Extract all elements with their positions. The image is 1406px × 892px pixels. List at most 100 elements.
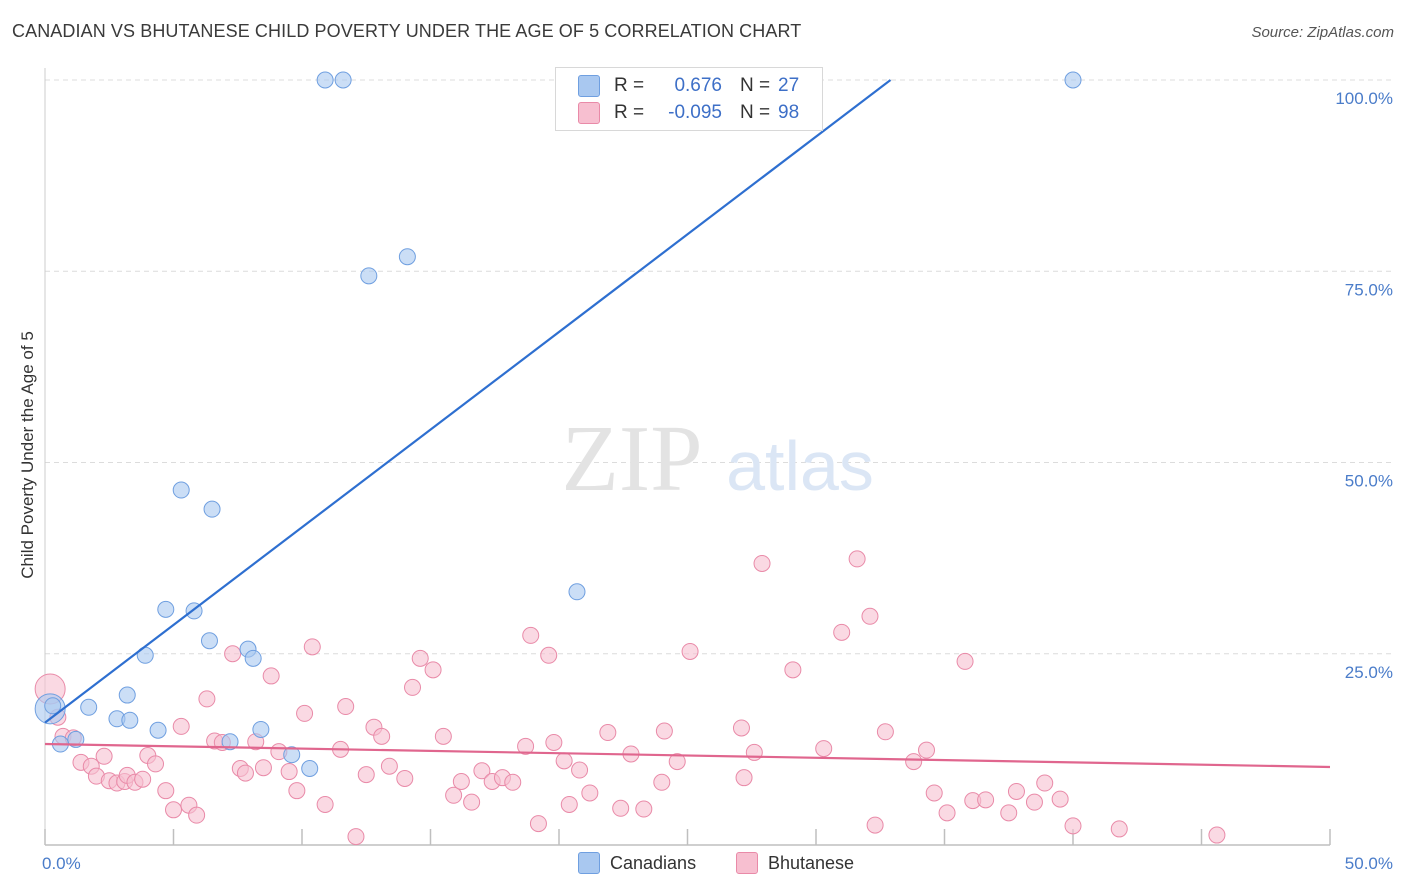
y-tick-label: 50.0% bbox=[1345, 472, 1393, 491]
legend: R = 0.676 N = 27 R = -0.095 N = 98 bbox=[555, 67, 823, 131]
bhutanese-point bbox=[95, 747, 113, 765]
bhutanese-point bbox=[165, 801, 182, 819]
bhutanese-point bbox=[373, 727, 391, 745]
bhutanese-point bbox=[635, 800, 653, 818]
canadians-point bbox=[568, 583, 586, 601]
canadians-point bbox=[221, 733, 239, 751]
bhutanese-point bbox=[1064, 817, 1082, 835]
canadians-point bbox=[149, 721, 167, 739]
bhutanese-point bbox=[1208, 826, 1226, 844]
legend-swatch-canadians bbox=[578, 75, 600, 97]
legend-r-label: R = bbox=[614, 102, 645, 123]
bottom-legend-label: Canadians bbox=[610, 852, 697, 873]
bhutanese-point bbox=[612, 799, 630, 817]
x-tick-label: 50.0% bbox=[1345, 854, 1393, 873]
canadians-trend-line bbox=[44, 79, 892, 724]
bhutanese-point bbox=[653, 773, 671, 791]
canadians-point bbox=[1064, 71, 1082, 89]
legend-row-bhutanese: R = -0.095 N = 98 bbox=[578, 100, 799, 126]
canadians-point bbox=[200, 632, 218, 650]
bhutanese-point bbox=[452, 773, 470, 791]
bhutanese-point bbox=[434, 727, 452, 745]
bottom-legend: Canadians Bhutanese bbox=[0, 852, 1406, 878]
bhutanese-point bbox=[424, 661, 442, 679]
bhutanese-point bbox=[784, 661, 802, 679]
bhutanese-point bbox=[599, 724, 617, 742]
bhutanese-point bbox=[581, 784, 599, 802]
series-bhutanese bbox=[34, 550, 1226, 846]
bhutanese-point bbox=[925, 784, 943, 802]
bhutanese-point bbox=[977, 791, 995, 809]
bhutanese-point bbox=[288, 782, 306, 800]
canadians-point bbox=[301, 760, 319, 777]
bhutanese-point bbox=[517, 737, 535, 755]
bhutanese-point bbox=[560, 795, 578, 813]
bottom-legend-canadians[interactable]: Canadians bbox=[578, 852, 696, 874]
bhutanese-point bbox=[956, 652, 974, 670]
bhutanese-point bbox=[866, 816, 884, 834]
bhutanese-point bbox=[134, 770, 152, 788]
bottom-legend-label: Bhutanese bbox=[768, 852, 855, 873]
legend-swatch-bhutanese bbox=[578, 102, 600, 124]
bottom-legend-swatch-bhutanese bbox=[736, 852, 758, 874]
bhutanese-point bbox=[655, 722, 673, 740]
bhutanese-point bbox=[254, 759, 272, 777]
bhutanese-point bbox=[445, 786, 463, 804]
canadians-point bbox=[44, 697, 62, 715]
legend-r-label: R = bbox=[614, 75, 645, 96]
bottom-legend-bhutanese[interactable]: Bhutanese bbox=[736, 852, 854, 874]
bhutanese-point bbox=[745, 743, 763, 761]
canadians-point bbox=[398, 248, 416, 266]
tick-labels: 25.0% 50.0% 75.0% 100.0% 0.0% 50.0% bbox=[42, 89, 1393, 873]
bhutanese-point bbox=[188, 806, 206, 824]
bhutanese-point bbox=[555, 752, 573, 770]
bhutanese-point bbox=[876, 723, 894, 741]
bhutanese-point bbox=[522, 626, 540, 644]
bhutanese-point bbox=[571, 761, 589, 779]
bhutanese-point bbox=[1000, 804, 1018, 822]
bhutanese-point bbox=[815, 740, 833, 758]
y-tick-label: 100.0% bbox=[1335, 89, 1393, 108]
bhutanese-point bbox=[681, 642, 699, 660]
bhutanese-point bbox=[404, 678, 422, 696]
legend-n-value: 98 bbox=[778, 102, 800, 123]
bhutanese-point bbox=[1110, 820, 1128, 838]
bhutanese-point bbox=[753, 554, 771, 572]
bhutanese-point bbox=[357, 766, 375, 784]
legend-n-value: 27 bbox=[778, 75, 800, 96]
chart-title: CANADIAN VS BHUTANESE CHILD POVERTY UNDE… bbox=[12, 21, 802, 41]
bhutanese-point bbox=[280, 763, 298, 781]
bhutanese-point bbox=[463, 793, 481, 811]
canadians-point bbox=[244, 649, 262, 667]
bhutanese-point bbox=[198, 690, 216, 708]
bhutanese-point bbox=[1051, 790, 1069, 808]
bhutanese-point bbox=[411, 649, 429, 667]
series-canadians bbox=[34, 71, 1082, 777]
watermark: ZIP atlas bbox=[562, 407, 874, 511]
bhutanese-point bbox=[504, 773, 522, 791]
x-tick-label: 0.0% bbox=[42, 854, 81, 873]
y-tick-label: 75.0% bbox=[1345, 280, 1393, 299]
canadians-point bbox=[316, 71, 334, 89]
canadians-point bbox=[360, 267, 378, 285]
bhutanese-point bbox=[735, 769, 753, 787]
bhutanese-point bbox=[147, 755, 165, 773]
canadians-point bbox=[172, 481, 190, 499]
bhutanese-point bbox=[861, 607, 879, 625]
bhutanese-point bbox=[396, 769, 414, 787]
bhutanese-point bbox=[316, 795, 334, 813]
bhutanese-point bbox=[380, 757, 398, 775]
bhutanese-point bbox=[732, 719, 750, 737]
bhutanese-point bbox=[529, 815, 547, 833]
legend-r-value: -0.095 bbox=[668, 102, 722, 123]
bhutanese-point bbox=[1025, 793, 1043, 811]
y-tick-label: 25.0% bbox=[1345, 663, 1393, 682]
bhutanese-point bbox=[303, 638, 321, 656]
canadians-point bbox=[157, 600, 175, 618]
trend-lines bbox=[44, 79, 1331, 769]
legend-n-label: N = bbox=[740, 102, 771, 123]
bhutanese-point bbox=[262, 667, 280, 685]
bhutanese-point bbox=[157, 782, 175, 800]
canadians-point bbox=[121, 711, 139, 729]
